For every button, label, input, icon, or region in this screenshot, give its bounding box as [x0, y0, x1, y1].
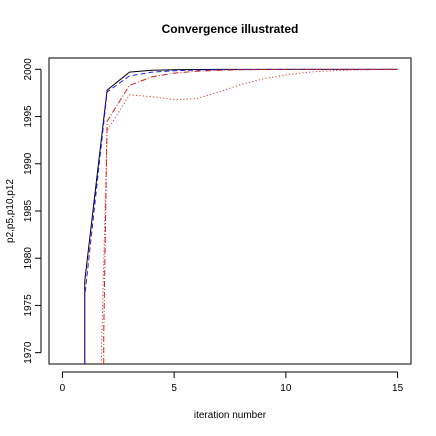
x-tick-label: 10	[280, 383, 292, 394]
y-tick-label: 2000	[23, 58, 34, 81]
x-axis: 0 5 10 15	[60, 371, 404, 394]
x-tick-label: 0	[60, 383, 66, 394]
series-line-1	[84, 68, 398, 364]
y-tick-label: 1970	[23, 341, 34, 364]
x-tick-label: 15	[392, 383, 404, 394]
plot-area	[84, 68, 398, 364]
y-axis: 1970 1975 1980 1985 1990 1995 2000	[23, 58, 42, 364]
x-axis-label: iteration number	[194, 410, 267, 421]
chart-title: Convergence illustrated	[162, 22, 299, 36]
series-line-2	[84, 68, 398, 364]
y-tick-label: 1975	[23, 294, 34, 317]
x-tick-label: 5	[171, 383, 177, 394]
y-tick-label: 1995	[23, 105, 34, 128]
y-tick-label: 1980	[23, 247, 34, 270]
y-tick-label: 1985	[23, 199, 34, 222]
plot-frame	[48, 57, 412, 365]
y-tick-label: 1990	[23, 152, 34, 175]
y-axis-label: p2,p5,p10,p12	[5, 179, 16, 243]
series-line-4	[101, 68, 398, 364]
series-line-3	[103, 68, 398, 364]
